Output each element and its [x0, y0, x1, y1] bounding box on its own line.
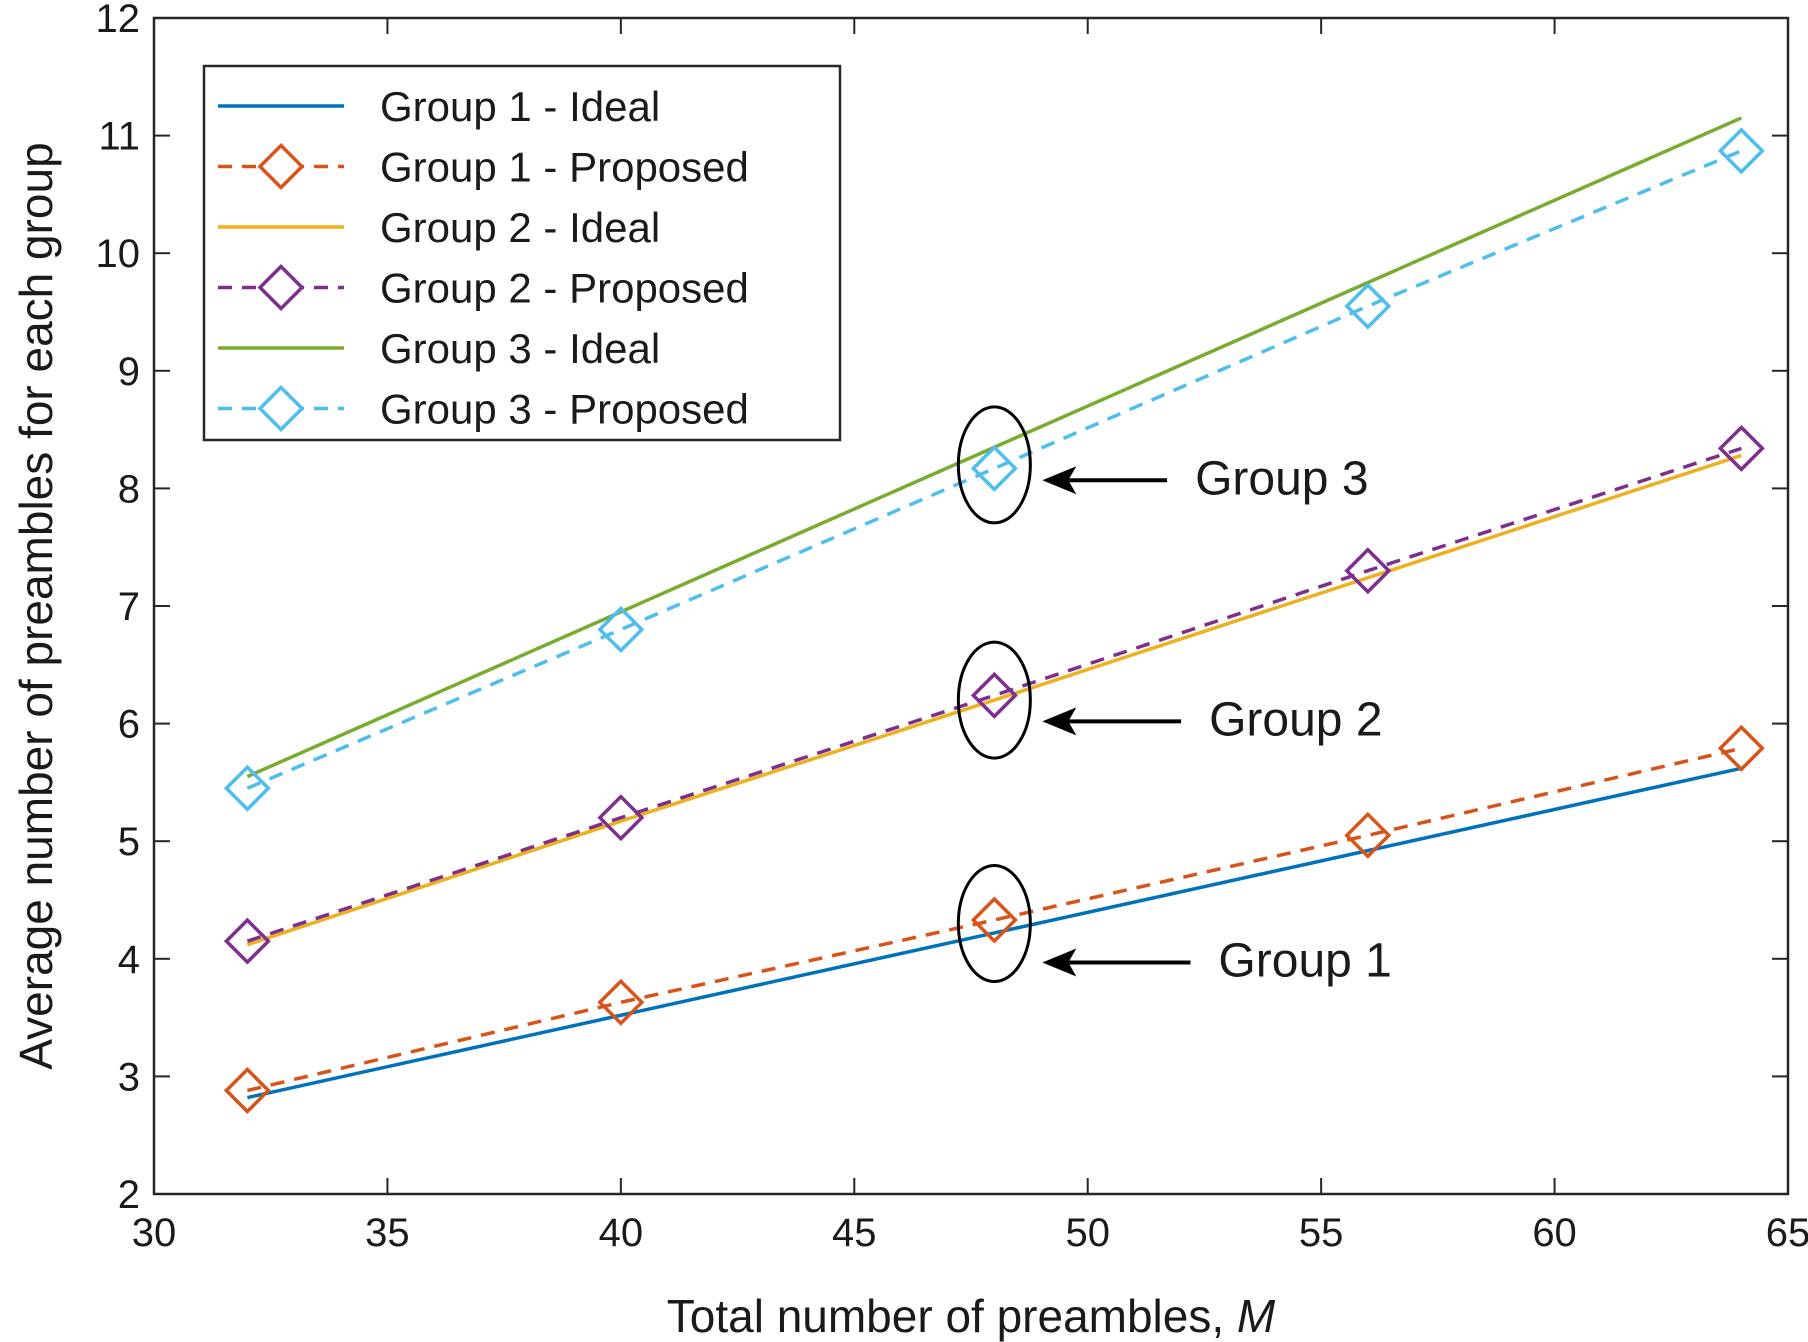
- annotation-ellipse: [956, 405, 1032, 525]
- data-point-marker: [223, 764, 271, 812]
- x-axis-title-text: Total number of preambles,: [667, 1290, 1237, 1342]
- data-point-marker: [970, 444, 1018, 492]
- data-point-marker: [1717, 724, 1765, 772]
- y-tick-label: 2: [118, 1173, 140, 1217]
- data-point-marker: [223, 917, 271, 965]
- y-tick-label: 10: [96, 232, 141, 276]
- legend-marker: [257, 264, 305, 311]
- x-tick-label: 45: [832, 1211, 877, 1255]
- x-tick-label: 55: [1299, 1211, 1344, 1255]
- series-line: [246, 453, 1742, 947]
- legend-entry-label: Group 3 - Ideal: [380, 325, 660, 372]
- x-tick-label: 50: [1065, 1211, 1110, 1255]
- x-tick-label: 40: [599, 1211, 644, 1255]
- legend-marker: [257, 143, 305, 190]
- x-axis-title-variable: M: [1237, 1290, 1276, 1342]
- y-tick-label: 6: [118, 703, 140, 747]
- annotation-arrowhead: [1042, 466, 1077, 495]
- y-tick-label: 9: [118, 350, 140, 394]
- data-point-marker: [970, 671, 1018, 719]
- legend-entry-label: Group 1 - Ideal: [380, 83, 660, 130]
- legend-box: [202, 64, 842, 442]
- annotation-layer: Group 3 Group 2 Group 1: [956, 405, 1392, 987]
- data-point-marker: [1344, 811, 1392, 859]
- y-tick-label: 3: [118, 1055, 140, 1099]
- data-point-marker: [597, 978, 645, 1026]
- series-line: [246, 746, 1742, 1093]
- annotation-ellipse: [956, 864, 1032, 984]
- data-point-marker: [1717, 424, 1765, 472]
- annotation-arrowhead: [1042, 707, 1077, 736]
- x-axis-title: Total number of preambles, M: [667, 1290, 1276, 1342]
- data-point-marker: [1717, 127, 1765, 175]
- data-point-marker: [970, 896, 1018, 944]
- legend: Group 1 - Ideal Group 1 - Proposed Group 2…: [202, 64, 842, 442]
- data-point-marker: [1344, 547, 1392, 595]
- data-point-marker: [1344, 282, 1392, 330]
- legend-entry-label: Group 2 - Ideal: [380, 204, 660, 251]
- annotation-label: Group 3: [1195, 452, 1368, 505]
- data-point-marker: [223, 1067, 271, 1114]
- y-tick-label: 5: [118, 820, 140, 864]
- y-tick-label: 7: [118, 585, 140, 629]
- annotation-label: Group 2: [1209, 693, 1382, 746]
- annotation-ellipse: [956, 640, 1032, 760]
- x-tick-label: 60: [1532, 1211, 1577, 1255]
- y-axis-title: Average number of preambles for each gro…: [10, 142, 62, 1069]
- data-point-marker: [597, 606, 645, 653]
- annotation-arrowhead: [1042, 948, 1077, 977]
- series-line: [246, 149, 1742, 790]
- y-tick-label: 12: [96, 0, 141, 41]
- data-point-marker: [597, 794, 645, 842]
- legend-entry-label: Group 2 - Proposed: [380, 265, 749, 312]
- legend-marker: [257, 385, 305, 432]
- y-tick-label: 11: [98, 115, 140, 159]
- series-line: [246, 766, 1742, 1100]
- y-tick-label: 4: [118, 938, 140, 982]
- legend-entry-label: Group 1 - Proposed: [380, 144, 749, 191]
- x-tick-label: 35: [365, 1211, 410, 1255]
- series-layer: [223, 116, 1765, 1114]
- x-tick-label: 30: [132, 1211, 177, 1255]
- y-tick-label: 8: [118, 467, 140, 511]
- legend-entry-label: Group 3 - Proposed: [380, 386, 749, 433]
- annotation-label: Group 1: [1218, 934, 1391, 987]
- x-tick-label: 65: [1766, 1211, 1808, 1255]
